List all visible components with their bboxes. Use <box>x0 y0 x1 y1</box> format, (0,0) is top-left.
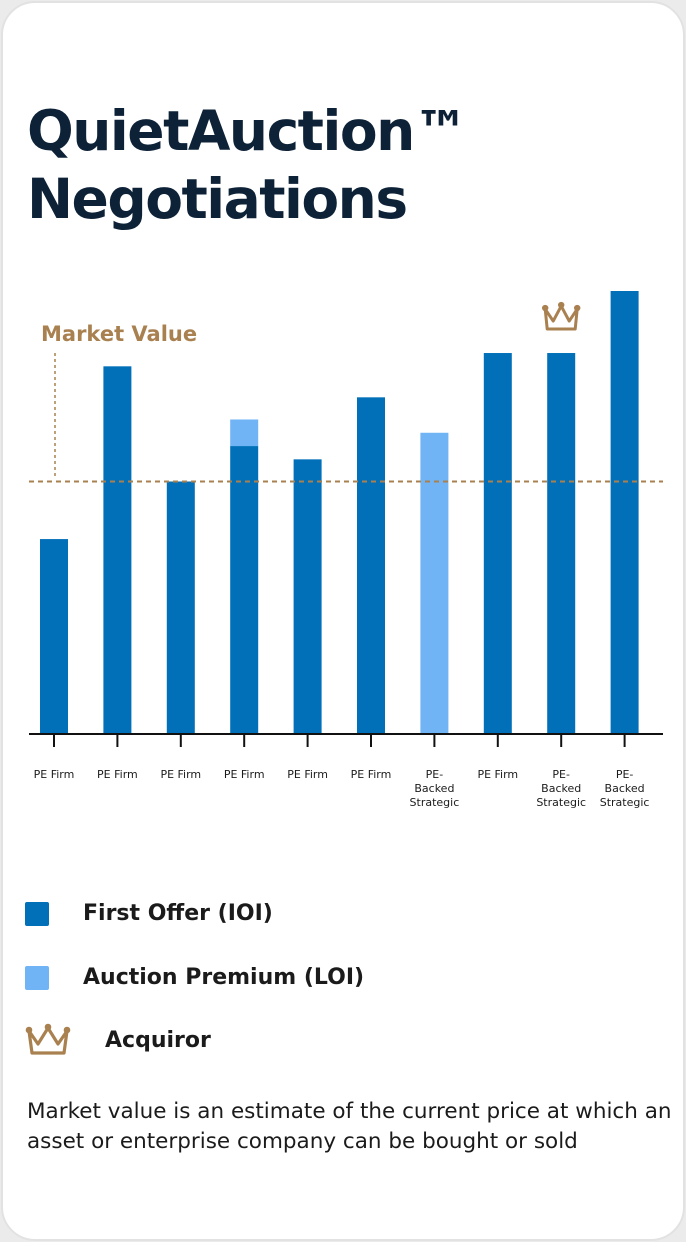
bar-chart: Market Value PE Firm PE Firm PE Firm PE Firm… <box>29 291 663 809</box>
first-offer-bar-9 <box>547 353 576 734</box>
market-value-note: Market value is an estimate of the curre… <box>27 1099 672 1154</box>
legend-item-first-offer: First Offer (IOI) <box>25 901 273 926</box>
x-tick-label-3: PE Firm <box>160 768 201 781</box>
crown-icon <box>25 1023 71 1055</box>
x-tick-label-6: PE Firm <box>351 768 392 781</box>
auction-premium-bar-7 <box>420 432 449 734</box>
page-title: QuietAuction™ Negotiations <box>27 97 469 233</box>
x-tick-label-5: PE Firm <box>287 768 328 781</box>
x-tick-label-1: PE Firm <box>34 768 75 781</box>
legend-label-acquiror: Acquiror <box>105 1027 211 1053</box>
first-offer-bar-4 <box>230 446 259 734</box>
auction-premium-swatch <box>25 965 49 990</box>
acquiror-crown-icon <box>542 301 581 331</box>
x-tick-label-8: PE Firm <box>477 768 518 781</box>
first-offer-bar-6 <box>357 397 385 734</box>
legend-label-auction-premium: Auction Premium (LOI) <box>83 965 365 990</box>
title-line-2: Negotiations <box>27 167 408 231</box>
x-tick-label-7: PE-Backed Strategic <box>410 768 460 809</box>
first-offer-bar-8 <box>483 353 512 734</box>
x-tick-label-2: PE Firm <box>97 768 138 781</box>
x-tick-label-9: PE-Backed Strategic <box>536 768 586 809</box>
first-offer-bar-2 <box>103 366 132 734</box>
first-offer-bar-1 <box>40 539 68 734</box>
legend-label-first-offer: First Offer (IOI) <box>83 901 273 926</box>
legend-item-acquiror: Acquiror <box>25 1023 211 1057</box>
first-offer-bar-10 <box>610 291 639 734</box>
first-offer-bar-3 <box>166 481 195 734</box>
auction-premium-bar-4 <box>230 419 259 447</box>
x-tick-label-10: PE-Backed Strategic <box>600 768 650 809</box>
title-line-1: QuietAuction™ <box>27 99 469 163</box>
first-offer-bar-5 <box>293 459 322 734</box>
x-tick-label-4: PE Firm <box>224 768 265 781</box>
first-offer-swatch <box>25 901 49 926</box>
legend-item-auction-premium: Auction Premium (LOI) <box>25 965 364 990</box>
market-value-label: Market Value <box>41 322 197 346</box>
